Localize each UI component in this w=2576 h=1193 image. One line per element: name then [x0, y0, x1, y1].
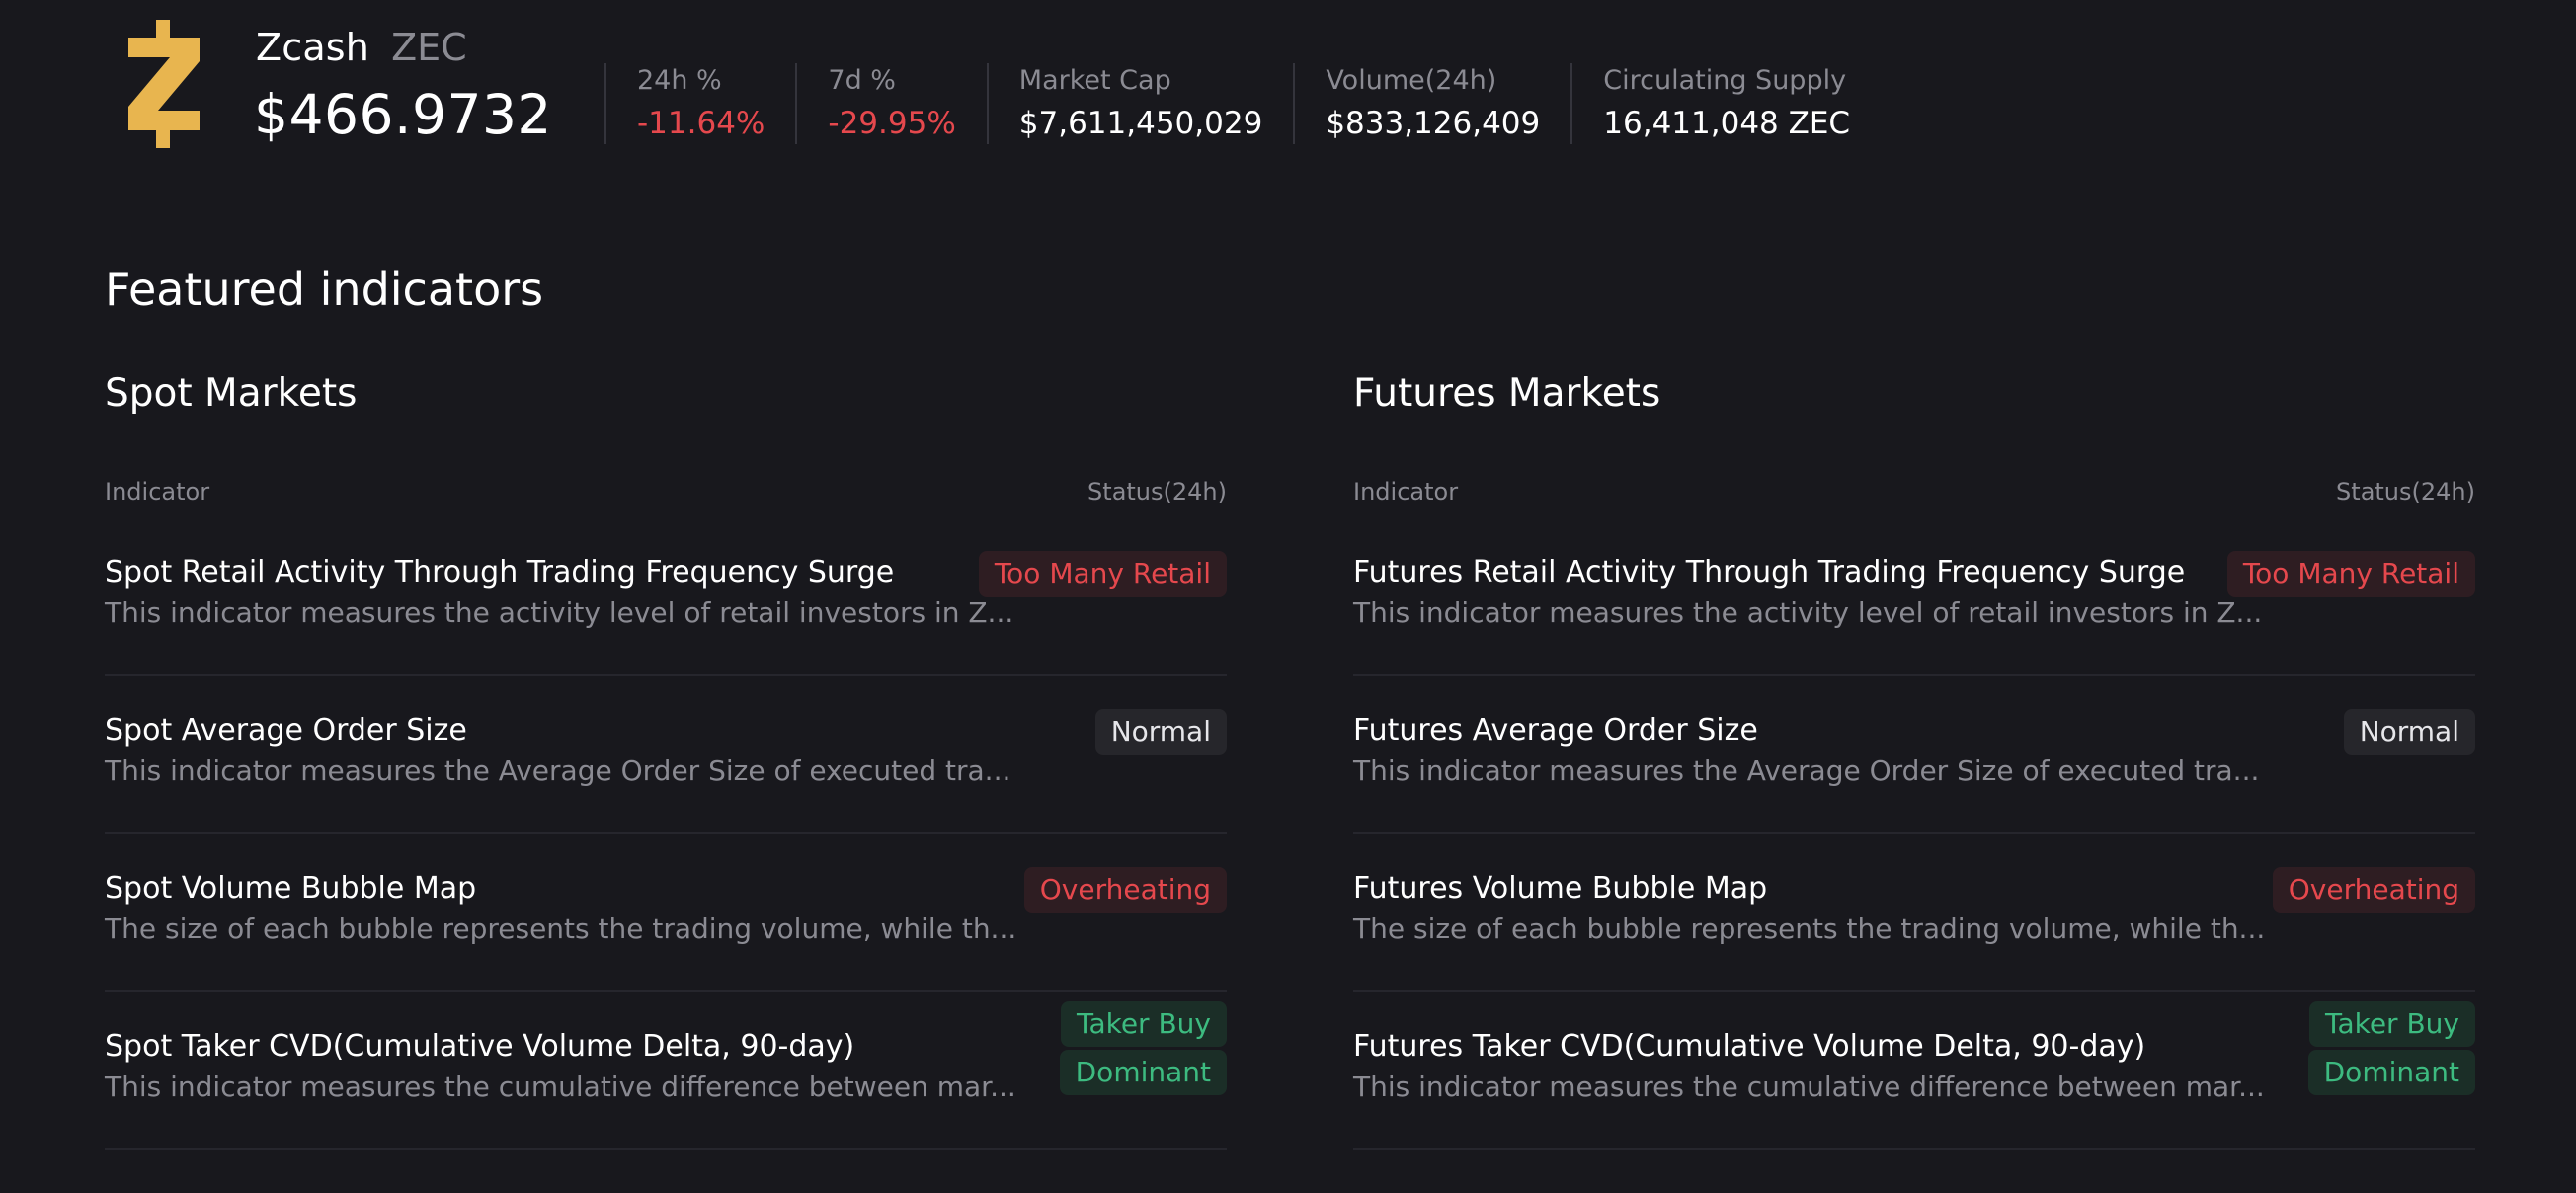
status-badge: Normal: [1094, 709, 1227, 755]
zcash-logo-icon: [128, 20, 200, 148]
stat-7d: 7d % -29.95%: [795, 63, 986, 144]
status-badge: Overheating: [1023, 867, 1227, 913]
indicator-row[interactable]: Spot Retail Activity Through Trading Fre…: [105, 517, 1227, 676]
indicator-desc: This indicator measures the cumulative d…: [105, 1071, 1016, 1103]
status-badge-group: Normal: [1094, 709, 1227, 755]
indicator-name: Spot Retail Activity Through Trading Fre…: [105, 555, 895, 590]
stat-value: 16,411,048 ZEC: [1603, 106, 1851, 141]
coin-price: $466.9732: [254, 83, 552, 146]
col-indicator: Indicator: [105, 478, 210, 506]
coin-symbol: ZEC: [391, 26, 467, 69]
indicator-row[interactable]: Futures Volume Bubble Map The size of ea…: [1353, 834, 2475, 992]
coin-title: Zcash ZEC: [256, 26, 467, 69]
status-badge-group: Too Many Retail: [2226, 551, 2475, 596]
indicator-row[interactable]: Spot Taker CVD(Cumulative Volume Delta, …: [105, 992, 1227, 1150]
status-badge: Overheating: [2272, 867, 2475, 913]
futures-markets-title: Futures Markets: [1353, 371, 1661, 416]
stat-label: Volume(24h): [1326, 65, 1497, 96]
status-badge: Normal: [2343, 709, 2475, 755]
status-badge: Dominant: [2307, 1050, 2475, 1095]
indicator-name: Spot Volume Bubble Map: [105, 871, 477, 906]
status-badge-group: Too Many Retail: [978, 551, 1227, 596]
stat-24h: 24h % -11.64%: [604, 63, 795, 144]
status-badge-group: Taker Buy Dominant: [1059, 1001, 1227, 1095]
status-badge-group: Overheating: [2272, 867, 2475, 913]
col-status: Status(24h): [1087, 478, 1227, 506]
indicator-name: Futures Retail Activity Through Trading …: [1353, 555, 2186, 590]
stat-volume: Volume(24h) $833,126,409: [1293, 63, 1570, 144]
indicator-desc: This indicator measures the Average Orde…: [1353, 755, 2260, 787]
stat-label: 24h %: [637, 65, 722, 96]
indicator-name: Spot Average Order Size: [105, 713, 467, 748]
status-badge: Too Many Retail: [2226, 551, 2475, 596]
status-badge: Too Many Retail: [978, 551, 1227, 596]
spot-markets-title: Spot Markets: [105, 371, 358, 416]
futures-markets-panel: Futures Markets Indicator Status(24h) Fu…: [1353, 371, 2475, 1150]
stat-circulating-supply: Circulating Supply 16,411,048 ZEC: [1570, 63, 1881, 144]
stat-value: $833,126,409: [1326, 106, 1541, 141]
spot-markets-panel: Spot Markets Indicator Status(24h) Spot …: [105, 371, 1227, 1150]
stat-value: $7,611,450,029: [1018, 106, 1263, 141]
indicator-row[interactable]: Futures Taker CVD(Cumulative Volume Delt…: [1353, 992, 2475, 1150]
stat-market-cap: Market Cap $7,611,450,029: [986, 63, 1294, 144]
indicator-name: Futures Average Order Size: [1353, 713, 1758, 748]
indicator-name: Futures Taker CVD(Cumulative Volume Delt…: [1353, 1029, 2146, 1064]
status-badge: Taker Buy: [2308, 1001, 2475, 1047]
stat-label: Circulating Supply: [1603, 65, 1847, 96]
indicator-desc: This indicator measures the activity lev…: [105, 596, 1014, 629]
status-badge-group: Taker Buy Dominant: [2307, 1001, 2475, 1095]
indicator-name: Spot Taker CVD(Cumulative Volume Delta, …: [105, 1029, 855, 1064]
indicator-row[interactable]: Spot Volume Bubble Map The size of each …: [105, 834, 1227, 992]
col-indicator: Indicator: [1353, 478, 1459, 506]
status-badge: Taker Buy: [1060, 1001, 1227, 1047]
featured-indicators-title: Featured indicators: [105, 263, 544, 316]
indicator-desc: The size of each bubble represents the t…: [1353, 913, 2266, 945]
indicator-row[interactable]: Spot Average Order Size This indicator m…: [105, 676, 1227, 834]
indicator-desc: This indicator measures the activity lev…: [1353, 596, 2263, 629]
indicator-row[interactable]: Futures Average Order Size This indicato…: [1353, 676, 2475, 834]
indicator-desc: The size of each bubble represents the t…: [105, 913, 1017, 945]
indicator-desc: This indicator measures the cumulative d…: [1353, 1071, 2265, 1103]
indicator-desc: This indicator measures the Average Orde…: [105, 755, 1011, 787]
status-badge-group: Normal: [2343, 709, 2475, 755]
table-header: Indicator Status(24h): [1353, 478, 2475, 517]
stat-label: 7d %: [828, 65, 896, 96]
indicator-row[interactable]: Futures Retail Activity Through Trading …: [1353, 517, 2475, 676]
status-badge-group: Overheating: [1023, 867, 1227, 913]
stat-label: Market Cap: [1018, 65, 1171, 96]
stat-value: -11.64%: [637, 106, 765, 141]
stat-value: -29.95%: [828, 106, 956, 141]
status-badge: Dominant: [1059, 1050, 1227, 1095]
table-header: Indicator Status(24h): [105, 478, 1227, 517]
col-status: Status(24h): [2336, 478, 2475, 506]
indicator-name: Futures Volume Bubble Map: [1353, 871, 1768, 906]
coin-name: Zcash: [256, 26, 370, 69]
coin-stats: 24h % -11.64% 7d % -29.95% Market Cap $7…: [604, 63, 1881, 144]
